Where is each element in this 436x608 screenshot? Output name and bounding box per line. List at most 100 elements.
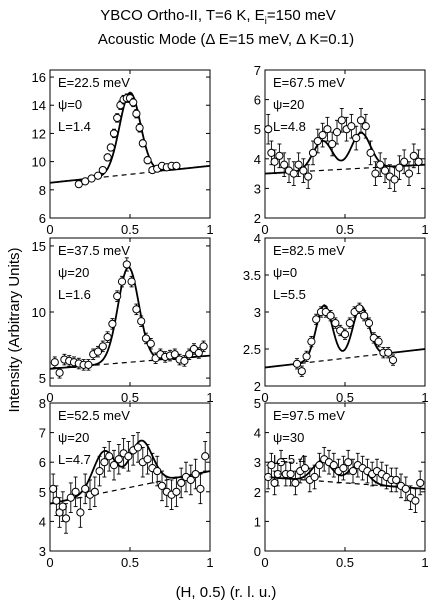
data-marker — [264, 125, 273, 134]
data-point — [143, 156, 152, 165]
data-point — [58, 491, 67, 522]
y-tick-label: 16 — [32, 70, 46, 85]
data-point — [390, 167, 399, 192]
data-point — [312, 313, 321, 326]
data-point — [201, 441, 210, 472]
data-marker — [172, 487, 181, 496]
data-point — [355, 302, 364, 314]
data-marker — [133, 443, 143, 452]
y-tick-label: 4 — [254, 231, 261, 246]
data-point — [98, 165, 107, 175]
data-point — [299, 158, 308, 183]
x-tick-label: 0.5 — [336, 555, 354, 570]
data-point — [275, 143, 284, 169]
data-point — [129, 97, 138, 108]
y-tick-label: 2 — [254, 485, 261, 500]
fit-line — [264, 304, 426, 369]
data-point — [380, 158, 390, 183]
data-point — [172, 161, 181, 170]
data-point — [352, 125, 361, 151]
data-point — [103, 331, 112, 343]
data-point — [313, 128, 322, 154]
x-tick-label: 0.5 — [121, 222, 139, 237]
data-marker — [132, 109, 141, 118]
data-marker — [299, 166, 308, 175]
fit-line — [49, 91, 211, 184]
data-point — [113, 290, 122, 302]
y-tick-label: 3 — [39, 544, 46, 559]
data-marker — [401, 484, 410, 493]
data-point — [304, 164, 313, 189]
data-marker — [360, 311, 369, 320]
data-marker — [55, 368, 64, 377]
data-point — [100, 446, 109, 478]
title-subscript: i — [265, 16, 267, 27]
data-marker — [411, 496, 420, 505]
data-marker — [117, 277, 127, 286]
data-point — [199, 340, 208, 353]
data-marker — [84, 360, 93, 369]
data-marker — [122, 260, 131, 269]
data-marker — [124, 452, 133, 461]
data-point — [55, 367, 64, 379]
x-tick-label: 1 — [421, 390, 428, 405]
y-tick-label: 2 — [254, 379, 261, 394]
data-point — [347, 113, 356, 139]
data-point — [396, 473, 406, 499]
data-marker — [352, 133, 361, 143]
panel-annotation: ψ=20 — [273, 97, 304, 112]
x-tick-label: 0 — [261, 222, 268, 237]
data-marker — [93, 171, 103, 180]
panel-annotation: ψ=20 — [58, 265, 89, 280]
data-point — [61, 503, 71, 534]
data-point — [302, 350, 311, 363]
data-marker — [374, 337, 383, 346]
figure-title-line1: YBCO Ortho-II, T=6 K, Ei=150 meV — [100, 7, 335, 27]
data-point — [339, 455, 348, 481]
data-point — [401, 476, 410, 502]
data-point — [109, 449, 119, 481]
data-point — [361, 113, 370, 139]
data-marker — [416, 478, 425, 488]
panel-annotation: E=37.5 meV — [58, 243, 130, 258]
data-marker — [332, 128, 342, 137]
data-marker — [392, 475, 401, 485]
panel-annotation: ψ=30 — [273, 430, 304, 445]
panel-annotation: ψ=0 — [273, 265, 297, 280]
data-point — [326, 310, 335, 322]
data-point — [345, 317, 354, 329]
panel-annotation: E=67.5 meV — [273, 75, 345, 90]
data-marker — [113, 292, 122, 301]
data-point — [286, 461, 295, 487]
data-marker — [344, 458, 353, 467]
panel-annotation: E=97.5 meV — [273, 408, 345, 423]
y-tick-label: 2.5 — [243, 342, 261, 357]
data-point — [292, 358, 302, 370]
data-marker — [71, 487, 80, 496]
y-tick-label: 2 — [254, 211, 261, 226]
data-marker — [326, 311, 335, 320]
x-tick-label: 0 — [261, 390, 268, 405]
data-point — [331, 317, 340, 329]
data-marker — [307, 337, 316, 346]
y-tick-label: 5 — [254, 122, 261, 137]
data-marker — [98, 342, 107, 351]
data-marker — [137, 317, 146, 326]
data-marker — [270, 157, 279, 166]
data-point — [138, 446, 147, 478]
data-point — [124, 441, 133, 472]
data-point — [127, 275, 136, 288]
panel-annotation: E=52.5 meV — [58, 408, 130, 423]
y-tick-label: 5 — [39, 371, 46, 386]
data-marker — [108, 319, 117, 328]
data-point — [113, 113, 122, 123]
data-marker — [109, 129, 119, 138]
y-tick-label: 6 — [254, 93, 261, 108]
panel-annotation: ψ=0 — [58, 97, 82, 112]
data-marker — [103, 333, 112, 342]
data-marker — [348, 466, 358, 476]
data-point — [384, 347, 393, 359]
data-point — [280, 152, 289, 178]
data-point — [143, 443, 152, 475]
data-marker — [172, 161, 181, 170]
